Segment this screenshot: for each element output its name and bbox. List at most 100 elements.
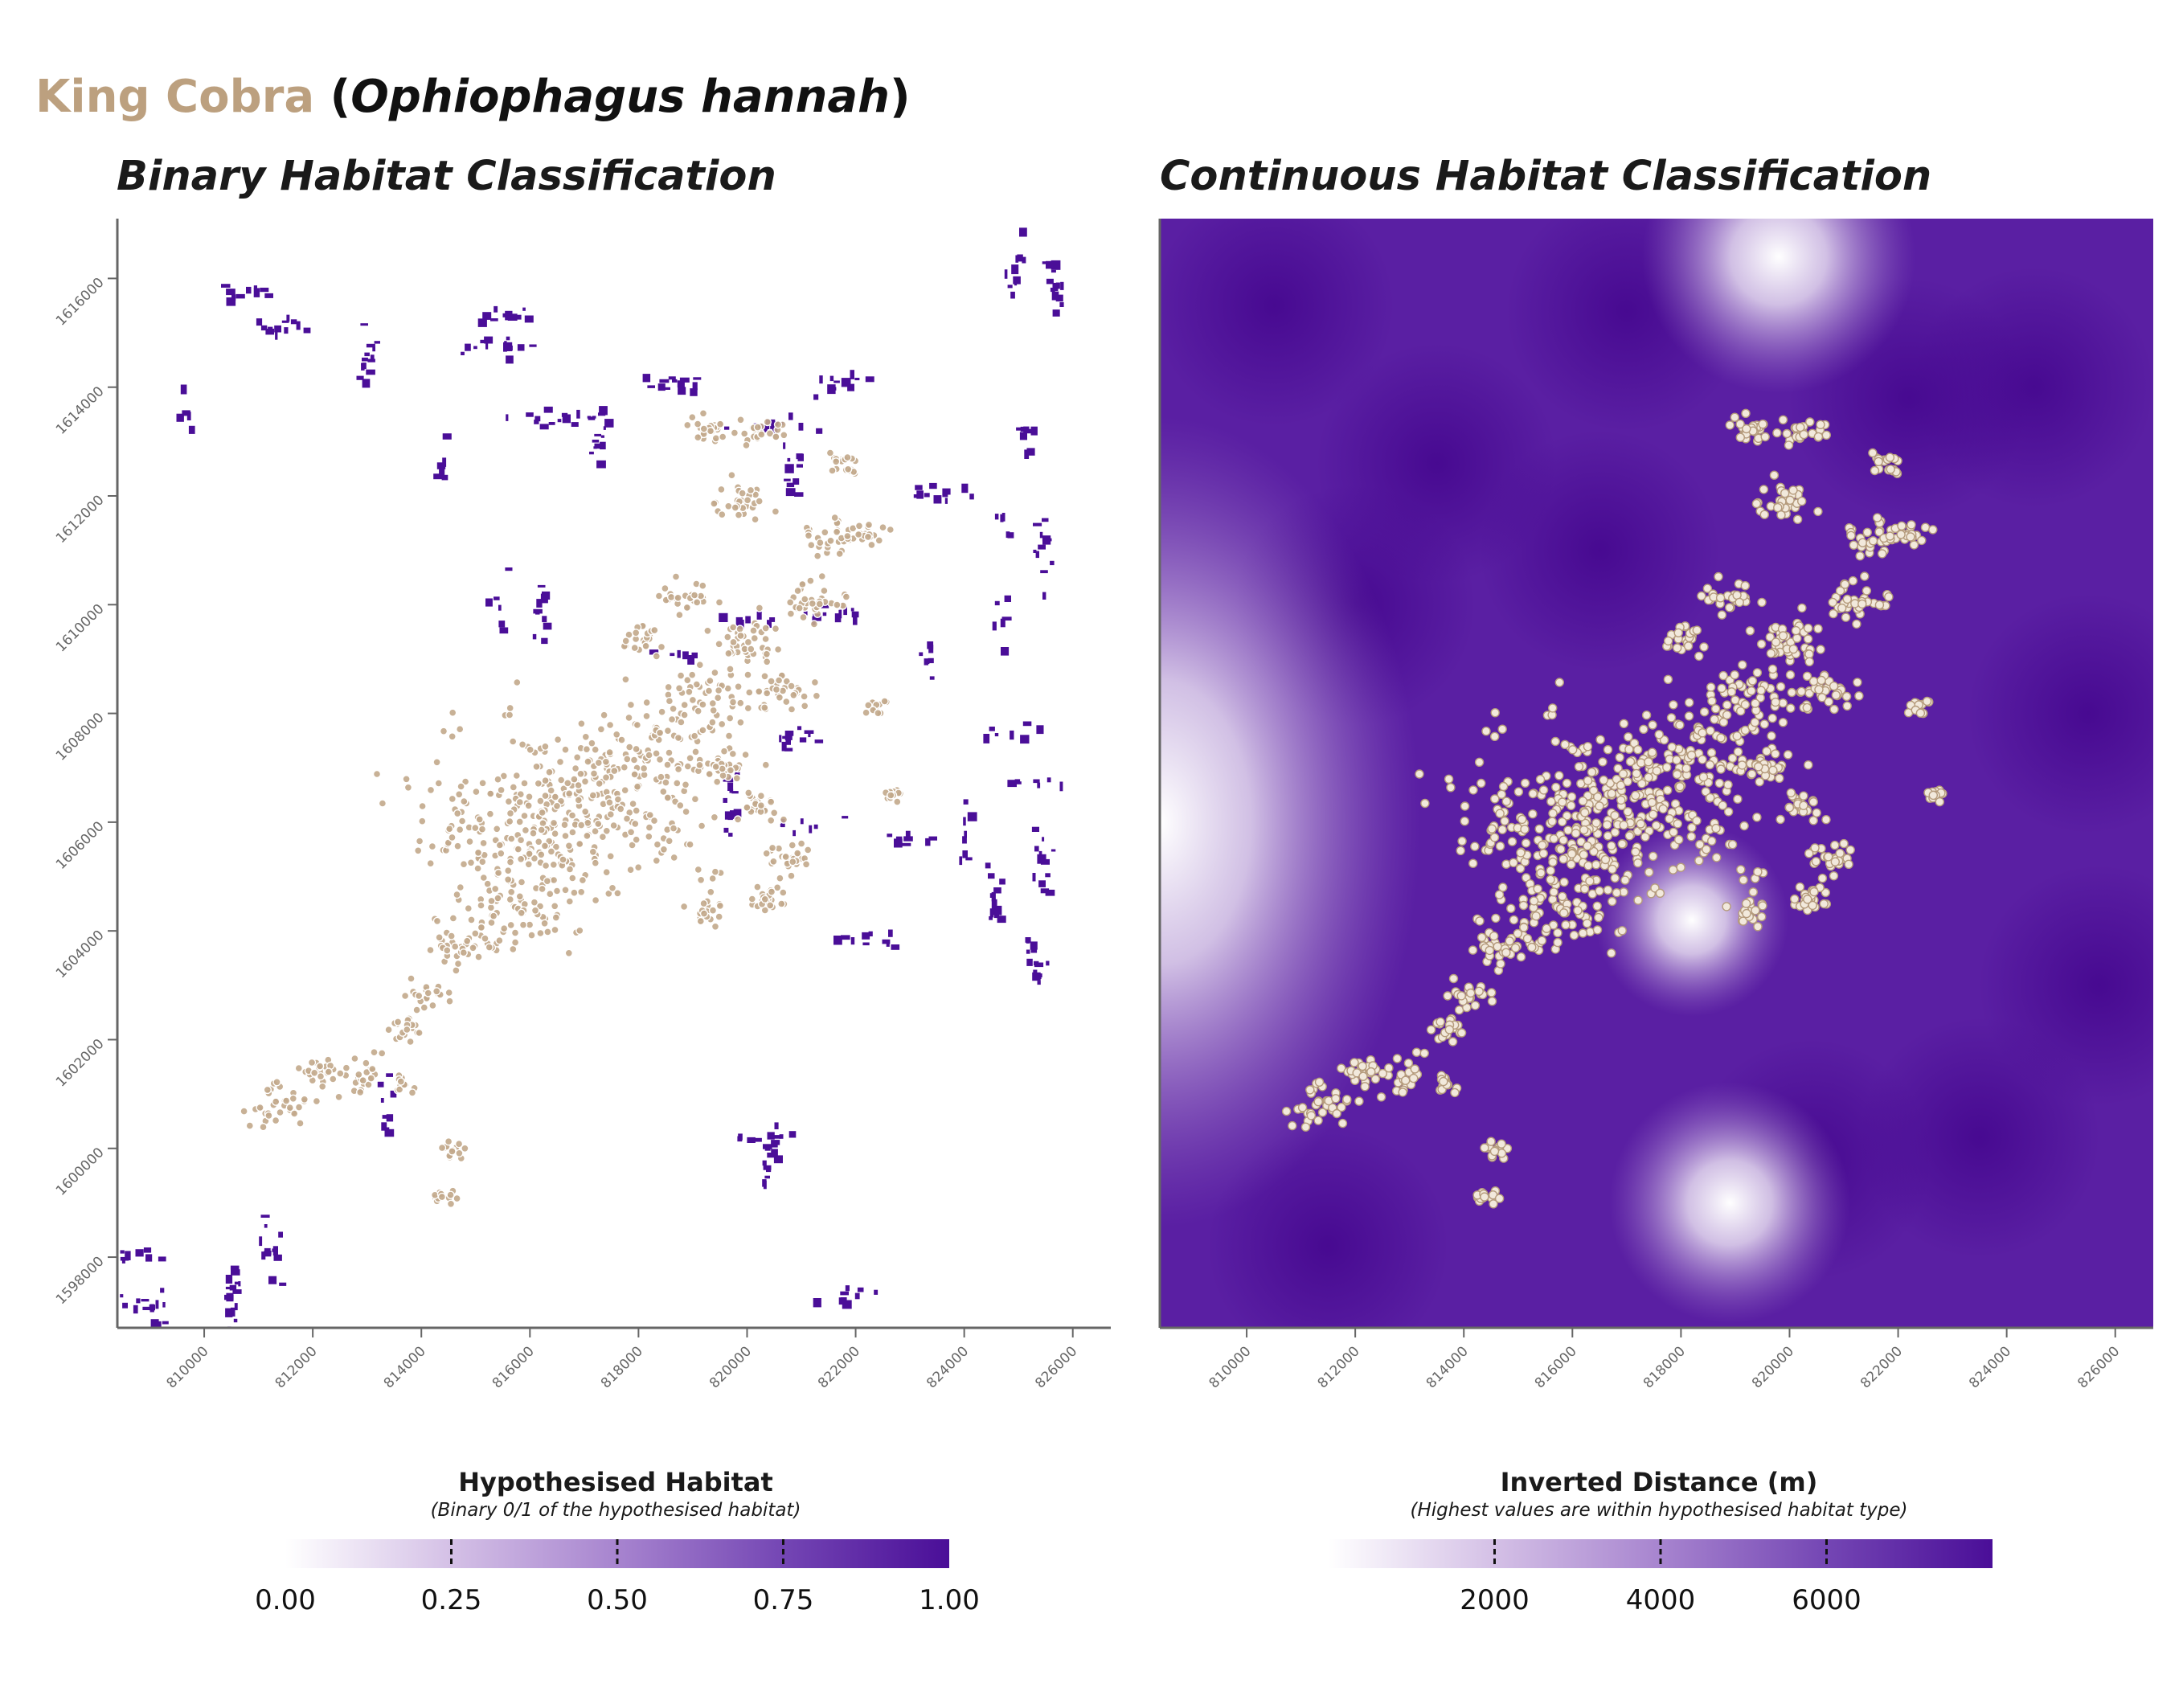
- occurrence-point: [762, 849, 771, 858]
- habitat-patch: [1032, 873, 1036, 882]
- occurrence-point: [1786, 703, 1796, 713]
- occurrence-point: [557, 776, 566, 784]
- occurrence-point: [815, 600, 824, 608]
- occurrence-point: [1755, 777, 1764, 787]
- occurrence-point: [256, 1103, 264, 1112]
- occurrence-point: [1553, 937, 1563, 948]
- occurrence-point: [713, 777, 722, 786]
- occurrence-point: [1598, 757, 1608, 767]
- occurrence-point: [415, 837, 424, 846]
- habitat-patch: [784, 748, 793, 752]
- occurrence-point: [1618, 769, 1628, 779]
- occurrence-point: [1752, 813, 1762, 822]
- occurrence-point: [591, 895, 600, 905]
- habitat-patch: [678, 387, 686, 395]
- occurrence-point: [831, 457, 841, 466]
- occurrence-point: [1538, 849, 1549, 858]
- occurrence-point: [1547, 817, 1557, 826]
- occurrence-point: [1753, 762, 1763, 772]
- occurrence-point: [1644, 867, 1654, 877]
- occurrence-point: [549, 860, 558, 870]
- habitat-patch: [1034, 846, 1039, 852]
- occurrence-point: [1775, 814, 1785, 825]
- occurrence-point: [854, 530, 863, 539]
- occurrence-point: [620, 786, 629, 795]
- occurrence-point: [719, 771, 727, 780]
- occurrence-point: [1548, 809, 1558, 818]
- occurrence-point: [1378, 1068, 1388, 1079]
- occurrence-point: [874, 536, 884, 545]
- occurrence-point: [591, 858, 600, 867]
- occurrence-point: [667, 715, 677, 724]
- occurrence-point: [415, 991, 424, 1001]
- occurrence-point: [551, 925, 559, 935]
- occurrence-point: [606, 810, 615, 819]
- occurrence-point: [445, 824, 454, 834]
- habitat-patch: [274, 325, 281, 333]
- occurrence-point: [448, 732, 457, 741]
- occurrence-point: [1907, 520, 1916, 530]
- occurrence-point: [1816, 675, 1826, 686]
- habitat-patch: [804, 730, 814, 734]
- continuous-light-zone: [1160, 417, 1420, 1227]
- occurrence-point: [1450, 1087, 1460, 1098]
- occurrence-point: [1583, 776, 1593, 785]
- occurrence-point: [1706, 726, 1715, 735]
- occurrence-point: [473, 864, 482, 873]
- occurrence-point: [1906, 532, 1915, 542]
- occurrence-point: [259, 1122, 268, 1132]
- occurrence-point: [1711, 823, 1721, 834]
- habitat-patch: [366, 369, 375, 375]
- habitat-patch: [1046, 777, 1051, 783]
- habitat-patch: [719, 612, 728, 622]
- occurrence-point: [1799, 429, 1809, 440]
- habitat-patch: [1059, 301, 1064, 307]
- habitat-patch: [232, 1289, 242, 1294]
- habitat-patch: [766, 1166, 772, 1173]
- habitat-patch: [1026, 949, 1030, 954]
- occurrence-point: [1513, 928, 1523, 939]
- occurrence-point: [691, 748, 700, 756]
- habitat-patch: [381, 1122, 387, 1131]
- occurrence-point: [1300, 1122, 1311, 1132]
- occurrence-point: [512, 771, 521, 780]
- occurrence-point: [1444, 774, 1454, 784]
- habitat-patch: [498, 621, 506, 628]
- occurrence-point: [1639, 724, 1649, 734]
- occurrence-point: [497, 849, 506, 858]
- occurrence-point: [1313, 1096, 1323, 1107]
- occurrence-point: [1725, 420, 1735, 430]
- habitat-patch: [441, 474, 448, 481]
- habitat-patch: [994, 733, 999, 737]
- habitat-patch: [834, 613, 842, 623]
- habitat-patch: [380, 1098, 384, 1103]
- binary-y-tick-label: 1604000: [53, 928, 108, 982]
- habitat-patch: [482, 312, 492, 320]
- occurrence-point: [1529, 896, 1539, 906]
- occurrence-point: [1648, 851, 1658, 862]
- occurrence-point: [674, 684, 684, 693]
- occurrence-point: [1487, 824, 1497, 834]
- occurrence-point: [1579, 850, 1589, 860]
- occurrence-point: [809, 620, 819, 629]
- occurrence-point: [726, 665, 735, 674]
- occurrence-point: [761, 624, 770, 633]
- habitat-patch: [783, 442, 786, 449]
- occurrence-point: [1489, 833, 1500, 842]
- habitat-patch: [1052, 309, 1060, 317]
- occurrence-point: [551, 902, 559, 911]
- occurrence-point: [675, 610, 684, 620]
- occurrence-point: [1805, 417, 1815, 427]
- habitat-patch: [679, 377, 690, 383]
- occurrence-point: [1631, 790, 1640, 801]
- continuous-dark-zone: [1479, 429, 1721, 671]
- occurrence-point: [695, 661, 704, 670]
- habitat-patch: [1046, 260, 1053, 269]
- occurrence-point: [1790, 894, 1800, 904]
- occurrence-point: [1592, 901, 1602, 911]
- habitat-patch: [1055, 294, 1063, 302]
- habitat-patch: [522, 307, 526, 311]
- occurrence-point: [1510, 943, 1521, 953]
- habitat-patch: [814, 739, 824, 743]
- binary-legend-tick-label: 0.00: [255, 1584, 316, 1616]
